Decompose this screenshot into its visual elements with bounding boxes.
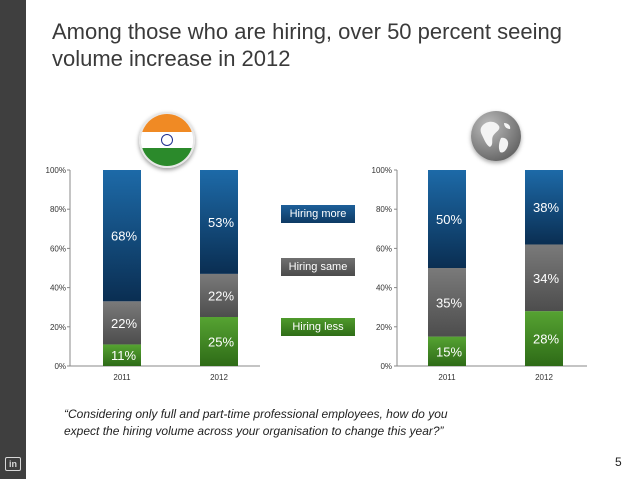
y-tick-label: 80% <box>376 205 392 214</box>
data-label: 53% <box>208 215 234 230</box>
y-tick-label: 100% <box>46 166 66 175</box>
bar-segment-hiring-same <box>525 244 563 312</box>
bar-segment-hiring-more <box>200 170 238 274</box>
linkedin-icon: in <box>5 457 21 471</box>
bar-segment-hiring-more <box>525 170 563 245</box>
india-flag-icon <box>139 112 195 168</box>
data-label: 11% <box>111 348 136 363</box>
bar-segment-hiring-more <box>428 170 466 268</box>
y-tick-label: 100% <box>372 166 392 175</box>
slide-title: Among those who are hiring, over 50 perc… <box>52 19 562 71</box>
y-tick-label: 20% <box>376 323 392 332</box>
y-tick-label: 60% <box>50 244 66 253</box>
legend-hiring-less: Hiring less <box>281 318 355 336</box>
page-number: 5 <box>615 455 622 469</box>
data-label: 15% <box>436 344 462 359</box>
x-tick-label: 2012 <box>210 373 228 382</box>
bar-segment-hiring-less <box>525 311 563 366</box>
legend-hiring-same: Hiring same <box>281 258 355 276</box>
y-tick-label: 40% <box>376 284 392 293</box>
left-sidebar-bar: in <box>0 0 26 479</box>
data-label: 22% <box>208 288 234 303</box>
data-label: 68% <box>111 229 137 244</box>
y-tick-label: 0% <box>54 362 66 371</box>
data-label: 25% <box>208 335 234 350</box>
bar-segment-hiring-same <box>428 268 466 337</box>
x-tick-label: 2011 <box>438 373 456 382</box>
legend-hiring-more: Hiring more <box>281 205 355 223</box>
y-tick-label: 80% <box>50 205 66 214</box>
bar-segment-hiring-same <box>200 273 238 317</box>
y-tick-label: 40% <box>50 284 66 293</box>
survey-question-quote: “Considering only full and part-time pro… <box>64 407 448 438</box>
globe-icon <box>471 111 521 161</box>
x-tick-label: 2011 <box>113 373 131 382</box>
data-label: 22% <box>111 316 137 331</box>
x-tick-label: 2012 <box>535 373 553 382</box>
data-label: 35% <box>436 295 462 310</box>
bar-segment-hiring-more <box>103 170 141 302</box>
data-label: 28% <box>533 332 559 347</box>
bar-segment-hiring-same <box>103 301 141 345</box>
data-label: 50% <box>436 212 462 227</box>
y-tick-label: 20% <box>50 323 66 332</box>
y-tick-label: 0% <box>380 362 392 371</box>
bar-segment-hiring-less <box>200 317 238 366</box>
bar-segment-hiring-less <box>103 344 141 366</box>
bar-segment-hiring-less <box>428 336 466 366</box>
y-tick-label: 60% <box>376 244 392 253</box>
data-label: 38% <box>533 200 559 215</box>
data-label: 34% <box>533 271 559 286</box>
